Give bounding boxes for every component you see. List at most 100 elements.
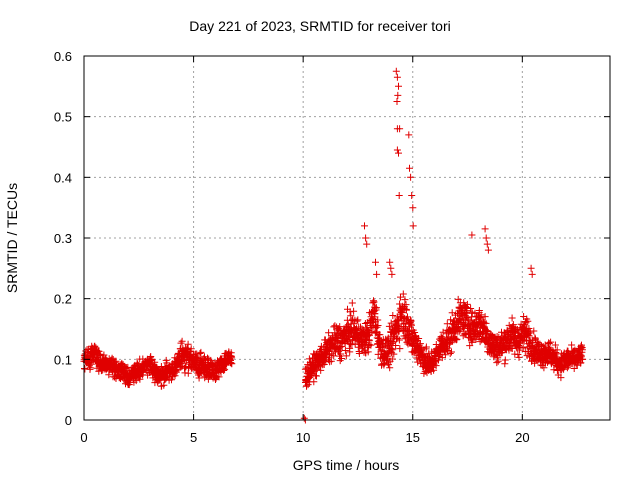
data-point-outlier <box>373 270 381 278</box>
data-point <box>385 361 392 369</box>
data-points <box>80 67 587 424</box>
data-point <box>402 306 410 314</box>
data-point <box>444 344 452 352</box>
data-point-outlier <box>393 146 401 154</box>
data-point <box>341 347 349 354</box>
data-point-outlier <box>394 91 402 99</box>
data-point <box>395 336 403 344</box>
data-point <box>526 343 534 351</box>
y-tick-label: 0.6 <box>54 49 72 64</box>
data-point <box>515 353 523 361</box>
grid-lines <box>84 56 610 420</box>
data-point-outlier <box>484 246 492 254</box>
data-point-outlier <box>372 258 379 266</box>
data-point-outlier <box>393 125 401 133</box>
data-point-outlier <box>468 231 476 239</box>
data-point <box>509 321 517 329</box>
data-point <box>516 343 524 351</box>
data-point-outlier <box>395 149 402 157</box>
data-point <box>215 373 223 381</box>
y-tick-label: 0 <box>65 413 72 428</box>
data-point <box>560 365 568 373</box>
data-point <box>447 316 455 324</box>
x-tick-label: 10 <box>296 430 310 445</box>
data-point <box>333 336 341 344</box>
x-tick-label: 0 <box>80 430 87 445</box>
data-point <box>384 352 391 360</box>
data-point <box>388 337 396 345</box>
data-point <box>415 335 423 342</box>
y-tick-label: 0.5 <box>54 110 72 125</box>
data-point-outlier <box>386 258 394 266</box>
data-point <box>441 351 449 359</box>
data-point <box>196 350 204 357</box>
data-point <box>197 348 205 356</box>
data-point-outlier <box>528 270 536 278</box>
data-point <box>371 310 379 318</box>
data-point <box>221 365 229 373</box>
data-point <box>228 360 236 368</box>
data-point <box>551 341 559 349</box>
data-point <box>443 345 450 353</box>
data-point-outlier <box>527 264 535 272</box>
data-point <box>353 317 361 325</box>
data-point <box>508 314 516 322</box>
data-point-outlier <box>395 192 403 199</box>
data-point <box>432 362 440 370</box>
data-point <box>350 307 358 315</box>
data-point-outlier <box>363 240 371 248</box>
data-point <box>545 340 553 347</box>
data-point <box>467 305 475 312</box>
data-point-outlier <box>482 234 490 242</box>
data-point <box>477 311 485 319</box>
data-point <box>463 300 471 308</box>
data-point <box>160 381 168 389</box>
data-point <box>463 314 471 322</box>
data-point <box>95 347 103 355</box>
data-point <box>399 290 407 298</box>
data-point-outlier <box>300 414 308 422</box>
data-point <box>338 355 345 362</box>
data-point <box>394 334 402 342</box>
data-point <box>172 368 180 376</box>
data-point <box>385 322 393 330</box>
y-tick-label: 0.1 <box>54 352 72 367</box>
data-point <box>163 359 171 367</box>
data-point <box>570 365 578 372</box>
data-point-outlier <box>407 173 415 181</box>
data-point <box>531 334 539 342</box>
data-point <box>376 331 384 339</box>
data-point <box>388 355 396 363</box>
data-point-outlier <box>387 264 395 272</box>
data-point <box>468 338 476 346</box>
data-point <box>446 350 454 357</box>
data-point <box>386 364 394 372</box>
data-point <box>540 364 548 372</box>
data-point-outlier <box>408 192 416 199</box>
data-point <box>404 313 411 321</box>
data-point <box>364 348 372 356</box>
data-point <box>184 340 192 348</box>
x-tick-label: 20 <box>515 430 529 445</box>
data-point <box>430 366 438 374</box>
data-point <box>392 342 400 349</box>
data-point <box>132 377 140 385</box>
data-point <box>578 346 586 354</box>
data-point <box>337 350 345 358</box>
data-point <box>396 345 404 353</box>
data-point-outlier <box>409 222 417 230</box>
data-point <box>481 313 489 321</box>
data-point <box>422 343 430 351</box>
data-point <box>96 350 104 358</box>
data-point <box>476 314 484 322</box>
data-point-outlier <box>483 240 491 248</box>
data-point <box>401 296 409 304</box>
data-point <box>178 337 186 345</box>
data-point <box>342 352 350 360</box>
y-tick-label: 0.4 <box>54 170 72 185</box>
data-point-outlier <box>406 164 413 172</box>
data-point <box>325 329 333 337</box>
data-point <box>390 350 398 358</box>
data-point <box>355 350 363 357</box>
data-point-outlier <box>388 270 396 278</box>
